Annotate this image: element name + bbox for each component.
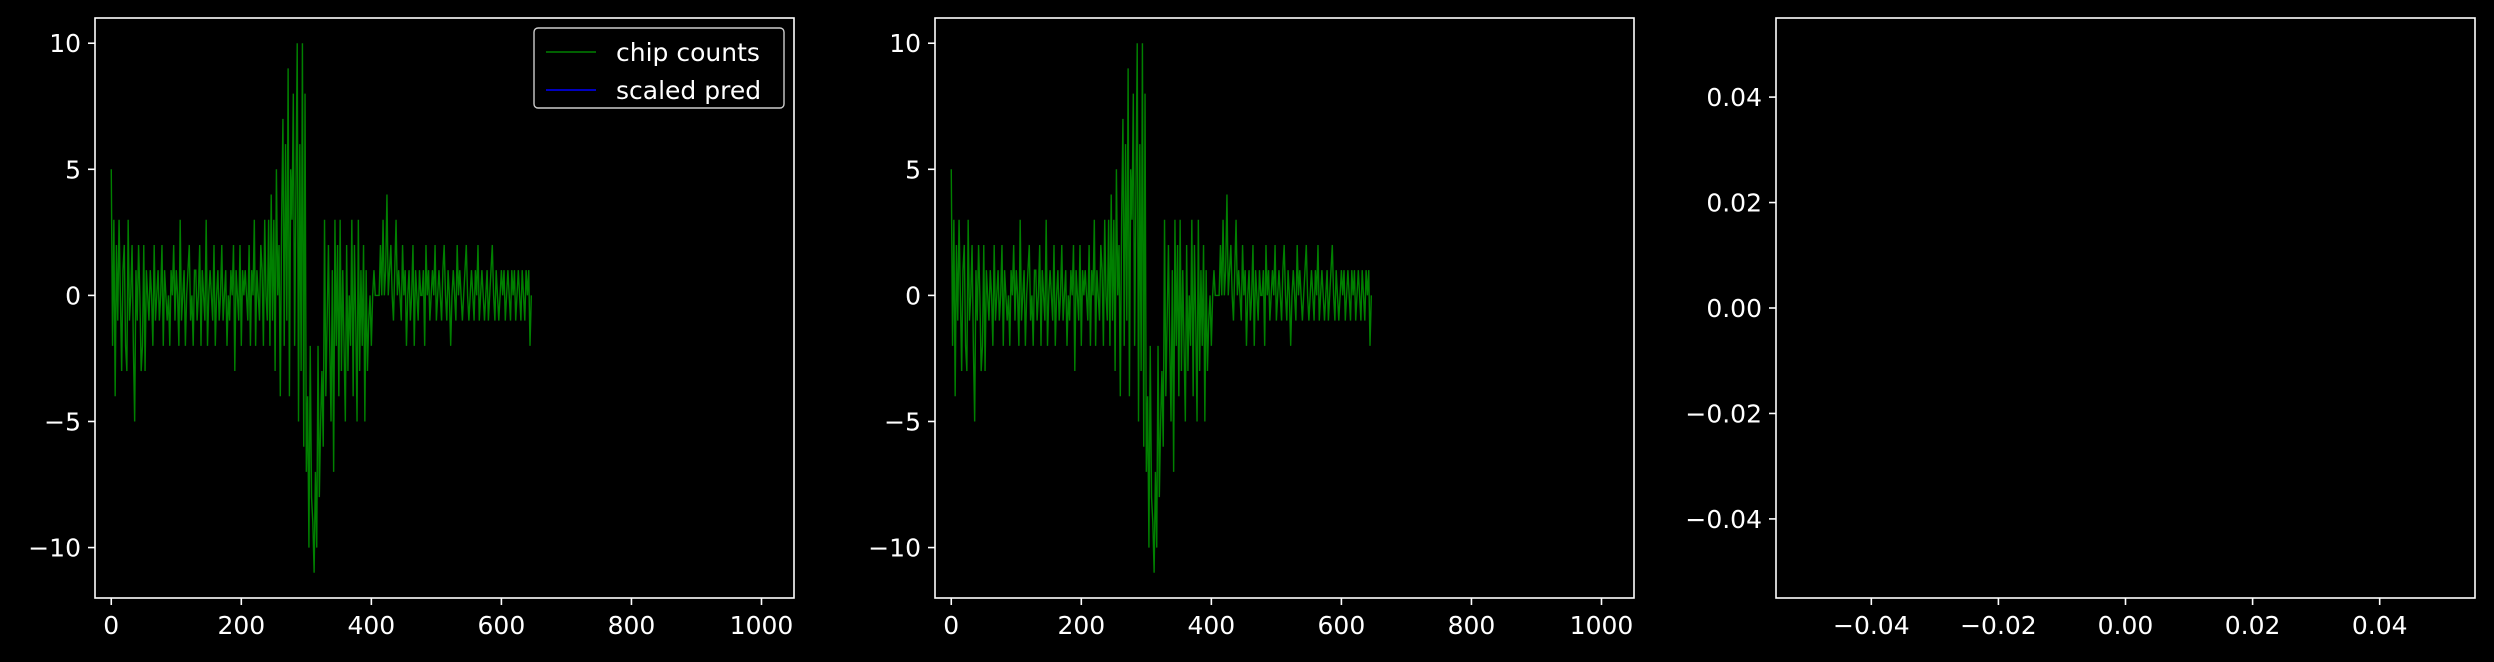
y-tick-label-1-1: −10: [28, 534, 81, 563]
y-tick-label-1-5: 10: [49, 29, 81, 58]
y-tick-label-2-1: −10: [868, 534, 921, 563]
y-tick-label-2-4: 5: [905, 155, 921, 184]
legend-label-1: chip counts: [616, 38, 760, 67]
y-tick-label-1-2: −5: [44, 407, 81, 436]
x-tick-label-2-6: 1000: [1570, 611, 1634, 640]
legend-box: [533, 27, 785, 109]
axes-frame-2: [934, 17, 1635, 599]
y-tick-label-3-5: 0.04: [1706, 83, 1762, 112]
x-tick-label-2-4: 600: [1318, 611, 1366, 640]
x-tick-label-2-2: 200: [1057, 611, 1105, 640]
x-tick-label-3-5: 0.04: [2352, 611, 2408, 640]
series-line-1-1: [110, 43, 533, 573]
x-tick-label-3-2: −0.02: [1960, 611, 2037, 640]
y-tick-label-1-3: 0: [65, 281, 81, 310]
y-tick-label-3-4: 0.02: [1706, 189, 1762, 218]
chart-panel-1: 0 200 400 600 800 1000 −10 −5 0 5 10 chip counts sca…: [28, 17, 795, 640]
x-tick-label-1-5: 800: [608, 611, 656, 640]
x-tick-label-1-4: 600: [478, 611, 526, 640]
y-tick-label-3-2: −0.02: [1685, 399, 1762, 428]
y-tick-label-3-3: 0.00: [1706, 294, 1762, 323]
y-tick-label-2-2: −5: [884, 407, 921, 436]
y-tick-label-1-4: 5: [65, 155, 81, 184]
x-tick-label-1-6: 1000: [730, 611, 794, 640]
x-tick-label-3-3: 0.00: [2098, 611, 2154, 640]
series-line-2-1: [950, 43, 1373, 573]
chart-panel-3: −0.04 −0.02 0.00 0.02 0.04 −0.04 −0.02 0.00 0.02…: [1685, 17, 2476, 640]
y-tick-label-2-3: 0: [905, 281, 921, 310]
x-tick-label-1-2: 200: [217, 611, 265, 640]
x-tick-label-3-4: 0.02: [2225, 611, 2281, 640]
x-tick-label-2-1: 0: [943, 611, 959, 640]
legend-label-2: scaled pred: [616, 76, 761, 105]
x-tick-label-1-3: 400: [347, 611, 395, 640]
x-tick-label-3-1: −0.04: [1833, 611, 1910, 640]
x-tick-label-1-1: 0: [103, 611, 119, 640]
y-tick-label-2-5: 10: [889, 29, 921, 58]
x-tick-label-2-3: 400: [1187, 611, 1235, 640]
chart-panel-2: 0 200 400 600 800 1000 −10 −5 0 5 10: [868, 17, 1635, 640]
axes-frame-1: [94, 17, 795, 599]
y-tick-label-3-1: −0.04: [1685, 505, 1762, 534]
x-tick-label-2-5: 800: [1448, 611, 1496, 640]
